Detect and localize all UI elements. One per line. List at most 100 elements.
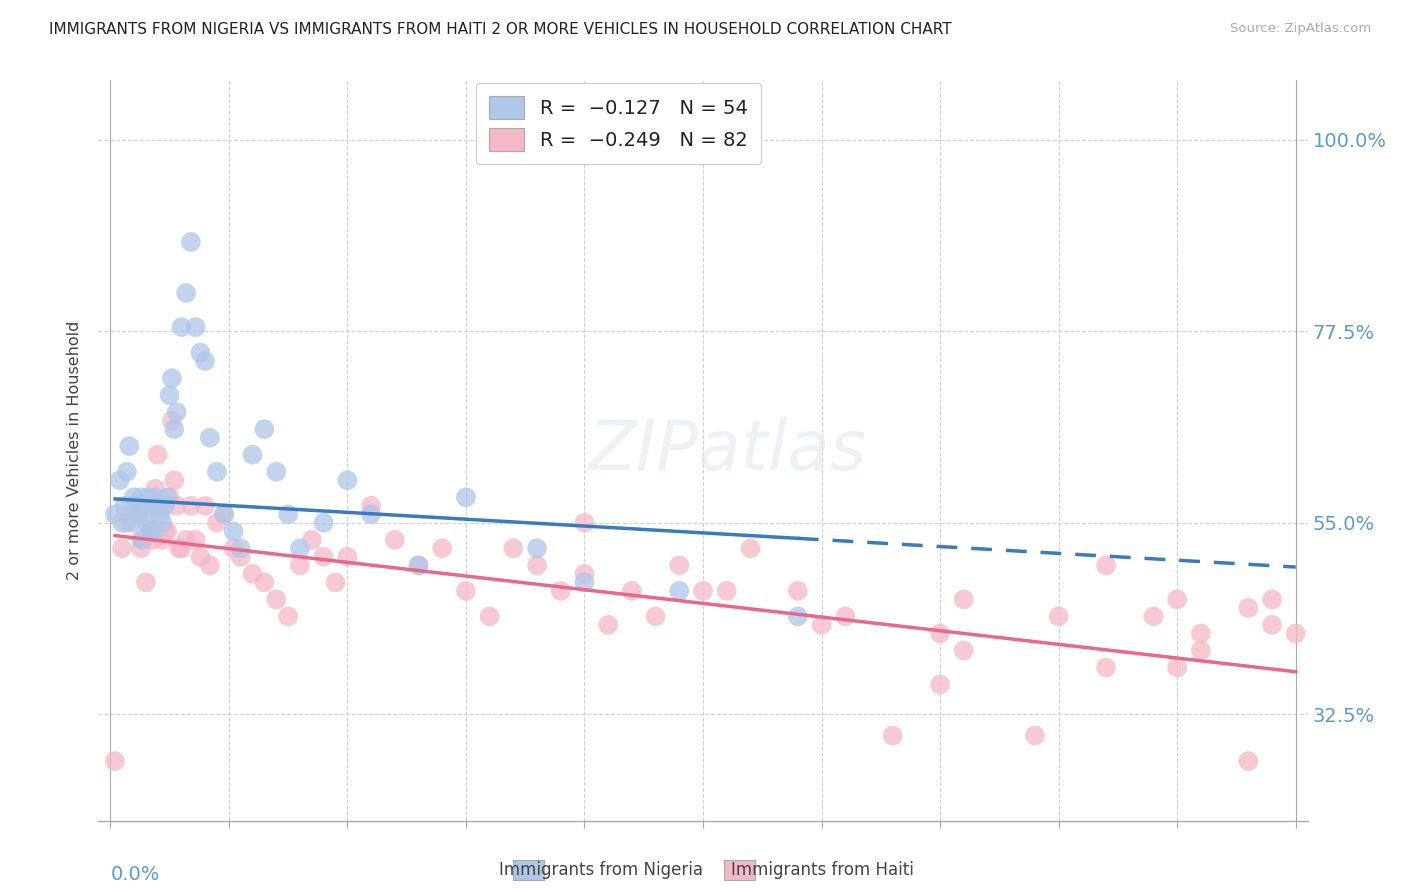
Point [136,490,159,504]
Point [146,448,169,462]
Point [668,558,690,573]
Point [212,508,235,522]
Point [277,609,299,624]
Point [135,499,157,513]
Point [166,405,188,419]
Point [1166,660,1188,674]
Point [160,371,183,385]
Point [156,524,179,539]
Point [111,541,134,556]
Point [952,592,974,607]
Point [143,482,166,496]
Point [205,465,228,479]
Point [205,516,228,530]
Point [1261,618,1284,632]
Point [929,626,952,640]
Point [170,541,193,556]
Point [1024,729,1046,743]
Point [526,558,548,573]
Point [312,549,335,564]
Point [288,541,311,556]
Point [810,618,832,632]
Point [253,575,276,590]
Point [152,516,174,530]
Text: Source: ZipAtlas.com: Source: ZipAtlas.com [1230,22,1371,36]
Point [163,473,186,487]
Point [149,508,172,522]
Point [129,490,152,504]
Point [1095,660,1118,674]
Point [111,516,134,530]
Point [104,754,127,768]
Point [132,533,155,547]
Point [166,499,188,513]
Point [253,422,276,436]
Point [288,558,311,573]
Point [360,499,382,513]
Point [242,566,264,581]
Point [882,729,904,743]
Point [740,541,762,556]
Point [620,583,643,598]
Point [384,533,406,547]
Point [716,583,738,598]
Point [159,490,181,504]
Point [194,499,217,513]
Point [1237,754,1260,768]
Point [336,473,359,487]
Point [1047,609,1070,624]
Point [432,541,454,556]
Point [198,431,221,445]
Point [122,490,145,504]
Point [574,575,596,590]
Point [136,516,159,530]
Point [277,508,299,522]
Point [114,499,136,513]
Point [1189,626,1212,640]
Point [229,541,252,556]
Point [1237,600,1260,615]
Text: Immigrants from Haiti: Immigrants from Haiti [731,861,914,879]
Point [132,499,155,513]
Point [644,609,666,624]
Point [139,524,162,539]
Point [1261,592,1284,607]
Legend: R =  −0.127   N = 54, R =  −0.249   N = 82: R = −0.127 N = 54, R = −0.249 N = 82 [475,83,761,164]
Point [929,677,952,691]
Point [408,558,430,573]
Y-axis label: 2 or more Vehicles in Household: 2 or more Vehicles in Household [67,321,83,580]
Point [174,533,197,547]
Point [222,524,245,539]
Point [184,320,207,334]
Text: 0.0%: 0.0% [110,865,160,884]
Point [160,414,183,428]
Point [574,566,596,581]
Point [129,533,152,547]
Point [135,575,157,590]
Point [1189,643,1212,657]
Point [222,541,245,556]
Point [118,439,141,453]
Point [149,499,172,513]
Point [242,448,264,462]
Point [454,490,477,504]
Point [360,508,382,522]
Point [170,320,193,334]
Point [454,583,477,598]
Point [301,533,323,547]
Point [142,499,165,513]
Point [146,499,169,513]
Point [834,609,856,624]
Point [115,465,138,479]
Point [1285,626,1308,640]
Point [478,609,501,624]
Point [139,524,162,539]
Point [121,516,143,530]
Point [264,592,287,607]
Point [574,516,596,530]
Point [194,354,217,368]
Point [786,583,808,598]
Point [408,558,430,573]
Point [115,516,138,530]
Point [952,643,974,657]
